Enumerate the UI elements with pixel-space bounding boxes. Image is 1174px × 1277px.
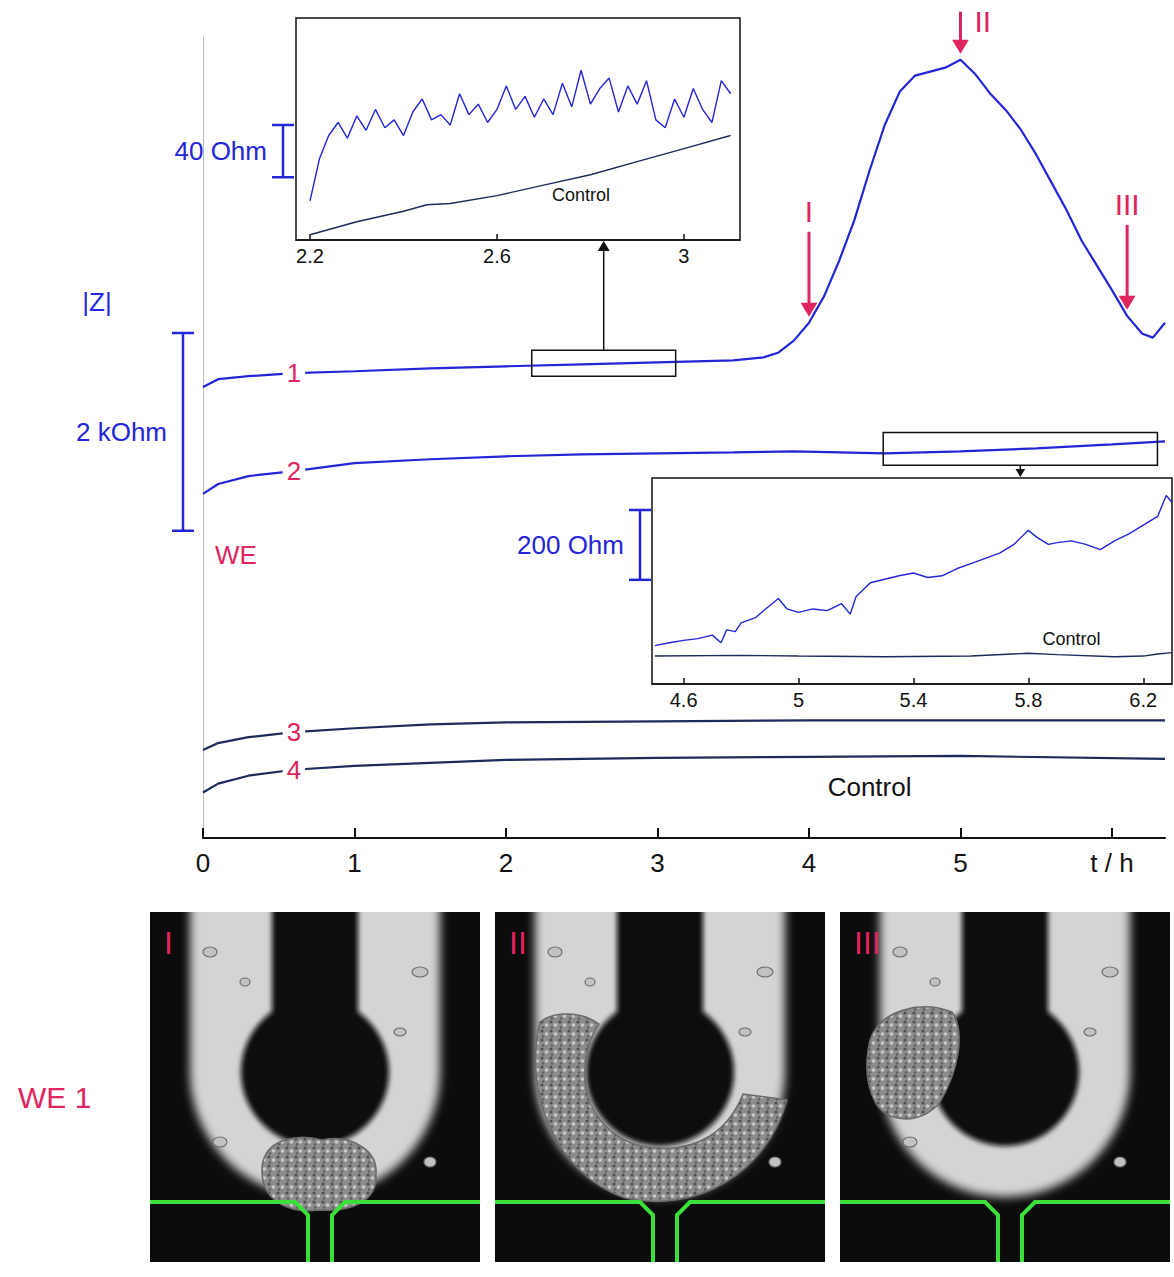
svg-text:0: 0 bbox=[196, 848, 210, 878]
svg-text:2: 2 bbox=[287, 456, 301, 486]
svg-text:6.2: 6.2 bbox=[1129, 689, 1157, 711]
svg-text:|Z|: |Z| bbox=[82, 287, 111, 317]
svg-text:WE 1: WE 1 bbox=[18, 1081, 91, 1114]
svg-text:III: III bbox=[1115, 188, 1140, 221]
svg-text:4: 4 bbox=[287, 755, 301, 785]
svg-text:Control: Control bbox=[552, 185, 610, 205]
svg-text:5.8: 5.8 bbox=[1014, 689, 1042, 711]
svg-text:II: II bbox=[974, 5, 991, 38]
svg-text:t / h: t / h bbox=[1090, 848, 1133, 878]
svg-text:40 Ohm: 40 Ohm bbox=[175, 136, 268, 166]
svg-text:I: I bbox=[164, 925, 173, 961]
svg-text:1: 1 bbox=[287, 358, 301, 388]
svg-text:4.6: 4.6 bbox=[670, 689, 698, 711]
svg-text:II: II bbox=[509, 925, 527, 961]
svg-text:3: 3 bbox=[678, 245, 689, 267]
svg-text:3: 3 bbox=[287, 717, 301, 747]
svg-text:5: 5 bbox=[953, 848, 967, 878]
svg-text:2.6: 2.6 bbox=[483, 245, 511, 267]
svg-text:Control: Control bbox=[1042, 629, 1100, 649]
svg-text:5: 5 bbox=[793, 689, 804, 711]
svg-text:2: 2 bbox=[499, 848, 513, 878]
svg-text:4: 4 bbox=[802, 848, 816, 878]
svg-text:5.4: 5.4 bbox=[900, 689, 928, 711]
svg-text:I: I bbox=[805, 195, 813, 228]
svg-text:1: 1 bbox=[347, 848, 361, 878]
svg-text:3: 3 bbox=[650, 848, 664, 878]
svg-text:2.2: 2.2 bbox=[296, 245, 324, 267]
svg-text:200 Ohm: 200 Ohm bbox=[517, 530, 624, 560]
svg-text:Control: Control bbox=[828, 772, 912, 802]
svg-text:WE: WE bbox=[215, 540, 257, 570]
svg-text:III: III bbox=[854, 925, 881, 961]
svg-text:2 kOhm: 2 kOhm bbox=[76, 417, 167, 447]
